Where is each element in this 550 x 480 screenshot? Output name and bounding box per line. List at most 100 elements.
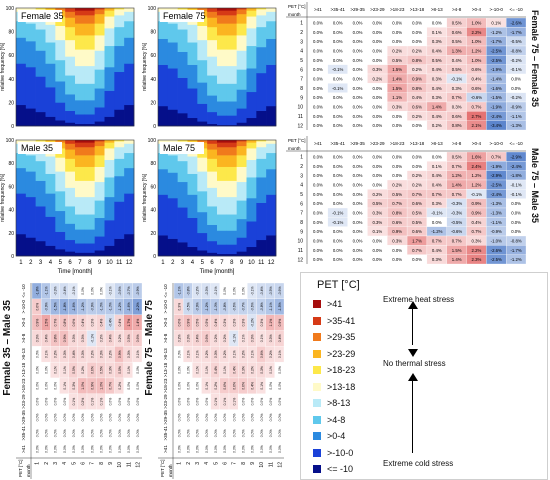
table-cell-value: 0.2% [392, 182, 402, 187]
table-cell-value: 0.0% [313, 192, 323, 197]
table-cell-value: 1.7% [127, 319, 131, 327]
table-cell-value: 0.0% [205, 398, 209, 406]
table-cell-value: 0.0% [313, 20, 323, 25]
panel-title: Male 35 [21, 143, 53, 153]
heat-cell [187, 156, 198, 174]
table-cell-value: 0.1% [214, 398, 218, 406]
heat-cell [104, 116, 115, 127]
heat-cell [236, 8, 247, 10]
heat-cell [226, 115, 237, 126]
table-cell-value: 0.0% [333, 104, 343, 109]
heat-cell [177, 29, 188, 52]
heat-cell [177, 207, 188, 243]
table-cell-value: -0.8% [510, 48, 521, 53]
heat-cell [65, 17, 76, 28]
table-cell-value: 0.6% [136, 334, 140, 342]
heat-cell [55, 39, 66, 61]
table-cell-value: 0.0% [242, 429, 246, 437]
heat-cell [65, 239, 76, 252]
heat-cell [45, 24, 56, 43]
table-female35-male35: PET [°C] month >41 >35-41 >29-35 >23-29 >18-23… [16, 283, 142, 479]
table-cell-value: 0.0% [223, 429, 227, 437]
heat-cell [45, 216, 56, 246]
heat-cell [94, 141, 105, 147]
heat-cell [167, 155, 178, 173]
y-tick-label: 100 [148, 6, 157, 12]
heat-cell [236, 122, 247, 127]
heat-cell [207, 252, 218, 257]
heat-cell [226, 23, 237, 36]
table-cell-value: 1.2% [472, 182, 482, 187]
table-cell-value: 0.0% [269, 445, 273, 453]
table-cell-value: 0.2% [372, 192, 382, 197]
x-tick-label: 5 [59, 260, 63, 266]
heat-cell [75, 8, 86, 11]
table-cell-value: 0.0% [196, 445, 200, 453]
heat-cell [75, 114, 86, 124]
table-cell-value: 0.0% [260, 414, 264, 422]
table-cell-value: 0.5% [196, 319, 200, 327]
heat-cell [84, 114, 95, 124]
heat-cell [256, 9, 267, 16]
legend-item-label: >13-18 [327, 381, 356, 392]
heat-cell [65, 206, 76, 224]
panel-title-box [18, 10, 62, 22]
heatmap-male-75: Male 75 0 20 40 60 80 100 relative frequency [%… [142, 132, 284, 280]
heat-cell [187, 24, 198, 43]
y-tick-label: 40 [8, 208, 14, 214]
table-row-label: 4 [300, 183, 303, 189]
heat-cell [45, 193, 56, 217]
table-cell-value: 0.3% [432, 39, 442, 44]
table-cell-value: 0.0% [333, 95, 343, 100]
heat-cell [187, 173, 198, 195]
table-cell-value: 0.0% [412, 257, 422, 262]
table-cell-value: 0.0% [109, 398, 113, 406]
x-tick-label: 4 [191, 260, 195, 266]
heat-cell [207, 158, 218, 172]
table-cell-value: 0.0% [412, 20, 422, 25]
table-cell-value: -1.2% [205, 302, 209, 311]
table-cell-value: 0.6% [90, 366, 94, 374]
table-column-header: >8-13 [21, 348, 26, 360]
table-cell-value: 0.0% [353, 114, 363, 119]
heat-cell [84, 166, 95, 181]
x-tick-label: 8 [230, 260, 234, 266]
heat-cell [94, 35, 105, 51]
y-tick-label: 80 [8, 161, 14, 167]
table-cell-value: -1.9% [491, 164, 502, 169]
heat-cell [124, 20, 135, 38]
heat-cell [104, 142, 115, 149]
heat-cell [217, 35, 228, 50]
table-row-label: 4 [62, 462, 68, 465]
table-cell-value: -2.9% [510, 154, 521, 159]
y-tick-label: 0 [11, 254, 14, 260]
table-cell-value: 0.0% [353, 229, 363, 234]
heat-cell [84, 214, 95, 230]
table-cell-value: -0.3% [451, 201, 462, 206]
table-cell-value: 0.0% [353, 86, 363, 91]
table-cell-value: 0.0% [372, 182, 382, 187]
y-tick-label: 0 [11, 124, 14, 130]
heat-cell [226, 124, 237, 127]
legend-item-label: >41 [327, 299, 343, 309]
x-tick-label: 11 [258, 260, 265, 266]
table-cell-value: 1.4% [452, 182, 462, 187]
table-cell-value: 0.1% [242, 334, 246, 342]
table-cell-value: 0.5% [452, 154, 462, 159]
y-tick-label: 100 [6, 6, 15, 12]
table-cell-value: 0.0% [313, 30, 323, 35]
heat-cell [167, 238, 178, 257]
table-cell-value: -0.1% [214, 286, 218, 295]
heat-cell [236, 251, 247, 257]
heat-cell [246, 45, 257, 69]
arrow-up-line [412, 307, 413, 345]
table-cell-value: -0.8% [510, 238, 521, 243]
table-cell-value: -1.9% [491, 67, 502, 72]
table-cell-value: 0.2% [90, 319, 94, 327]
table-cell-value: 0.0% [205, 414, 209, 422]
table-corner-label: PET [°C] [288, 4, 305, 9]
table-cell-value: -0.1% [431, 210, 442, 215]
table-cell-value: 0.0% [353, 30, 363, 35]
table-cell-value: 0.2% [118, 334, 122, 342]
y-tick-label: 0 [153, 254, 156, 260]
